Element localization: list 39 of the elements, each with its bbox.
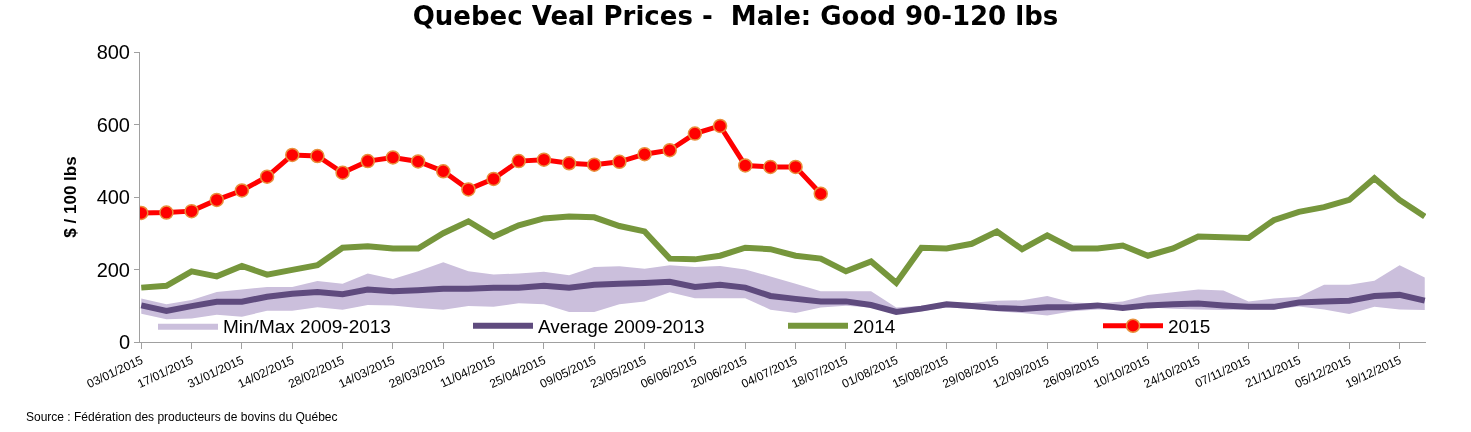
point xyxy=(209,192,225,208)
point xyxy=(310,148,325,164)
point xyxy=(763,159,778,175)
point xyxy=(662,142,677,158)
point xyxy=(687,126,703,141)
source-note: Source : Fédération des producteurs de bovins du Québec xyxy=(26,410,338,424)
point xyxy=(184,203,199,219)
point xyxy=(436,164,451,179)
y-tick-label: 800 xyxy=(96,41,130,63)
point xyxy=(385,150,401,165)
point xyxy=(536,152,552,167)
point xyxy=(637,146,652,162)
legend-label: 2014 xyxy=(853,316,896,338)
point xyxy=(285,147,300,163)
point xyxy=(561,156,577,171)
point xyxy=(587,157,602,172)
point xyxy=(159,205,174,220)
y-tick-label: 200 xyxy=(96,258,130,281)
point xyxy=(511,153,526,169)
y-tick-label: 400 xyxy=(96,186,130,208)
point xyxy=(360,153,376,169)
point xyxy=(788,159,803,175)
point xyxy=(335,165,350,180)
point xyxy=(813,186,828,201)
y-tick-label: 600 xyxy=(96,113,130,136)
legend-label: Min/Max 2009-2013 xyxy=(223,316,391,338)
point xyxy=(461,182,476,197)
point xyxy=(712,118,728,134)
point xyxy=(259,169,275,184)
point xyxy=(738,158,753,173)
point xyxy=(612,154,627,170)
legend-label: 2015 xyxy=(1168,316,1211,338)
point xyxy=(486,171,501,187)
point xyxy=(410,154,426,169)
y-axis-title: $ / 100 lbs xyxy=(61,156,81,238)
y-tick-label: 0 xyxy=(118,331,130,353)
legend-label: Average 2009-2013 xyxy=(538,316,705,338)
chart-title: Quebec Veal Prices - Male: Good 90-120 lbs xyxy=(412,0,1059,31)
point xyxy=(234,183,250,198)
